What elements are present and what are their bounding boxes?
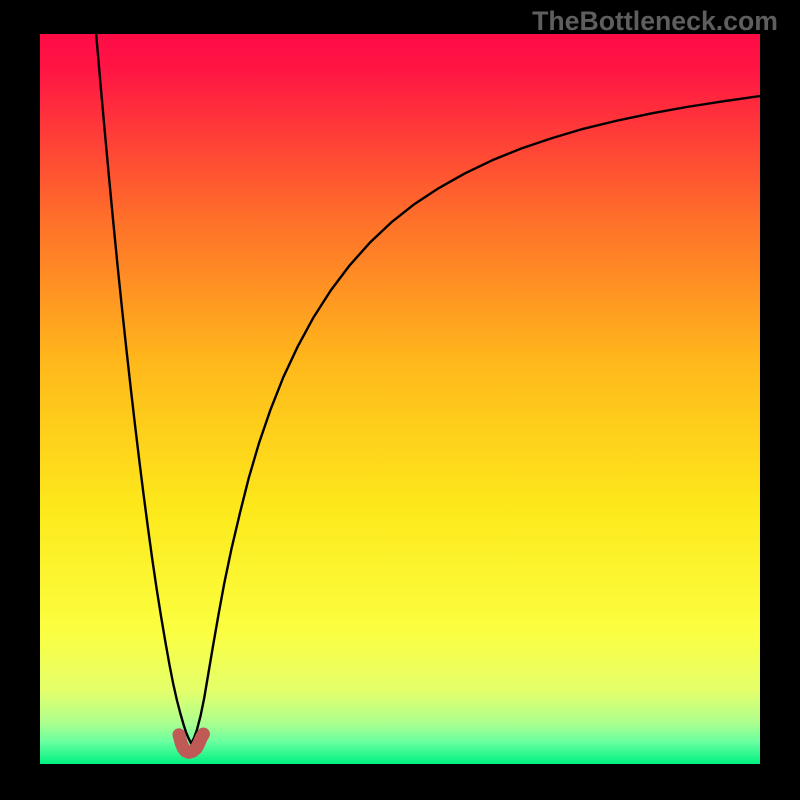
plot-area — [40, 34, 760, 764]
watermark-text: TheBottleneck.com — [532, 6, 778, 37]
stage: TheBottleneck.com — [0, 0, 800, 800]
plot-background — [40, 34, 760, 764]
plot-svg — [40, 34, 760, 764]
